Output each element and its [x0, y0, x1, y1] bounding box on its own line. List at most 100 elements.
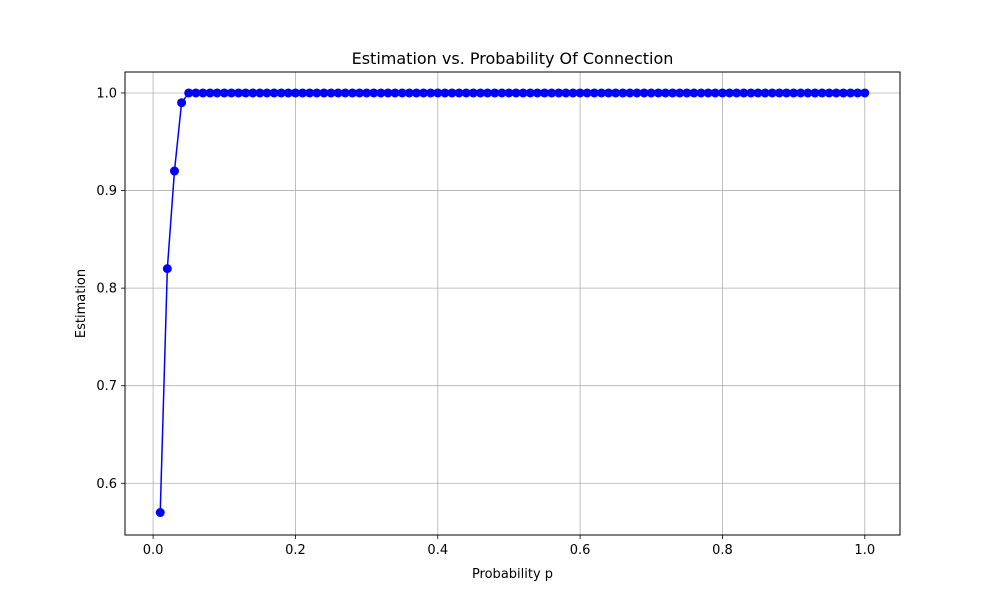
- data-point: [447, 88, 457, 98]
- data-point: [276, 88, 286, 98]
- data-point: [682, 88, 692, 98]
- data-point: [290, 88, 300, 98]
- data-point: [518, 88, 528, 98]
- data-point: [760, 88, 770, 98]
- data-point: [305, 88, 315, 98]
- series-layer: [155, 88, 870, 518]
- data-point: [162, 264, 172, 274]
- data-point: [390, 88, 400, 98]
- data-point: [824, 88, 834, 98]
- data-point: [319, 88, 329, 98]
- data-point: [497, 88, 507, 98]
- data-point: [611, 88, 621, 98]
- data-point: [540, 88, 550, 98]
- data-point: [397, 88, 407, 98]
- x-axis-label: Probability p: [472, 567, 553, 582]
- data-point: [661, 88, 671, 98]
- y-tick-label: 0.7: [96, 379, 117, 394]
- x-tick-label: 0.8: [712, 543, 733, 558]
- data-point: [810, 88, 820, 98]
- data-point: [589, 88, 599, 98]
- data-point: [326, 88, 336, 98]
- data-point: [860, 88, 870, 98]
- data-point: [198, 88, 208, 98]
- y-tick-label: 0.6: [96, 477, 117, 492]
- data-point: [725, 88, 735, 98]
- data-point: [632, 88, 642, 98]
- data-point: [853, 88, 863, 98]
- data-point: [191, 88, 201, 98]
- data-point: [369, 88, 379, 98]
- data-point: [490, 88, 500, 98]
- data-point: [846, 88, 856, 98]
- data-point: [668, 88, 678, 98]
- data-point: [746, 88, 756, 98]
- data-point: [796, 88, 806, 98]
- data-point: [475, 88, 485, 98]
- data-point: [511, 88, 521, 98]
- y-tick-label: 1.0: [96, 86, 117, 101]
- data-point: [454, 88, 464, 98]
- data-point: [561, 88, 571, 98]
- x-tick-label: 0.2: [285, 543, 306, 558]
- data-point: [504, 88, 514, 98]
- data-point: [525, 88, 535, 98]
- data-point: [312, 88, 322, 98]
- data-point: [831, 88, 841, 98]
- data-point: [419, 88, 429, 98]
- data-point: [696, 88, 706, 98]
- data-point: [383, 88, 393, 98]
- data-point: [689, 88, 699, 98]
- data-point: [219, 88, 229, 98]
- x-tick-label: 0.6: [570, 543, 591, 558]
- data-point: [234, 88, 244, 98]
- data-point: [283, 88, 293, 98]
- data-point: [838, 88, 848, 98]
- data-point: [433, 88, 443, 98]
- data-point: [205, 88, 215, 98]
- data-point: [739, 88, 749, 98]
- data-point: [411, 88, 421, 98]
- data-point: [404, 88, 414, 98]
- data-point: [732, 88, 742, 98]
- data-point: [262, 88, 272, 98]
- data-point: [753, 88, 763, 98]
- data-point: [347, 88, 357, 98]
- data-point: [582, 88, 592, 98]
- data-point: [781, 88, 791, 98]
- data-point: [298, 88, 308, 98]
- data-point: [169, 166, 179, 176]
- data-point: [618, 88, 628, 98]
- x-tick-label: 1.0: [854, 543, 875, 558]
- data-point: [248, 88, 258, 98]
- data-point: [440, 88, 450, 98]
- data-point: [568, 88, 578, 98]
- data-point: [362, 88, 372, 98]
- data-point: [269, 88, 279, 98]
- data-point: [212, 88, 222, 98]
- data-point: [789, 88, 799, 98]
- plot-frame: [124, 71, 901, 536]
- y-axis-label: Estimation: [74, 269, 89, 338]
- data-point: [547, 88, 557, 98]
- data-point: [675, 88, 685, 98]
- chart-title: Estimation vs. Probability Of Connection: [352, 49, 674, 68]
- y-tick-label: 0.8: [96, 282, 117, 297]
- data-point: [646, 88, 656, 98]
- data-point: [639, 88, 649, 98]
- x-tick-label: 0.4: [427, 543, 448, 558]
- data-point: [596, 88, 606, 98]
- data-point: [554, 88, 564, 98]
- y-tick-label: 0.9: [96, 184, 117, 199]
- data-point: [241, 88, 251, 98]
- data-point: [340, 88, 350, 98]
- data-point: [803, 88, 813, 98]
- data-point: [155, 508, 165, 518]
- data-point: [710, 88, 720, 98]
- data-point: [255, 88, 265, 98]
- data-point: [575, 88, 585, 98]
- data-point: [177, 98, 187, 108]
- x-tick-label: 0.0: [143, 543, 164, 558]
- data-point: [717, 88, 727, 98]
